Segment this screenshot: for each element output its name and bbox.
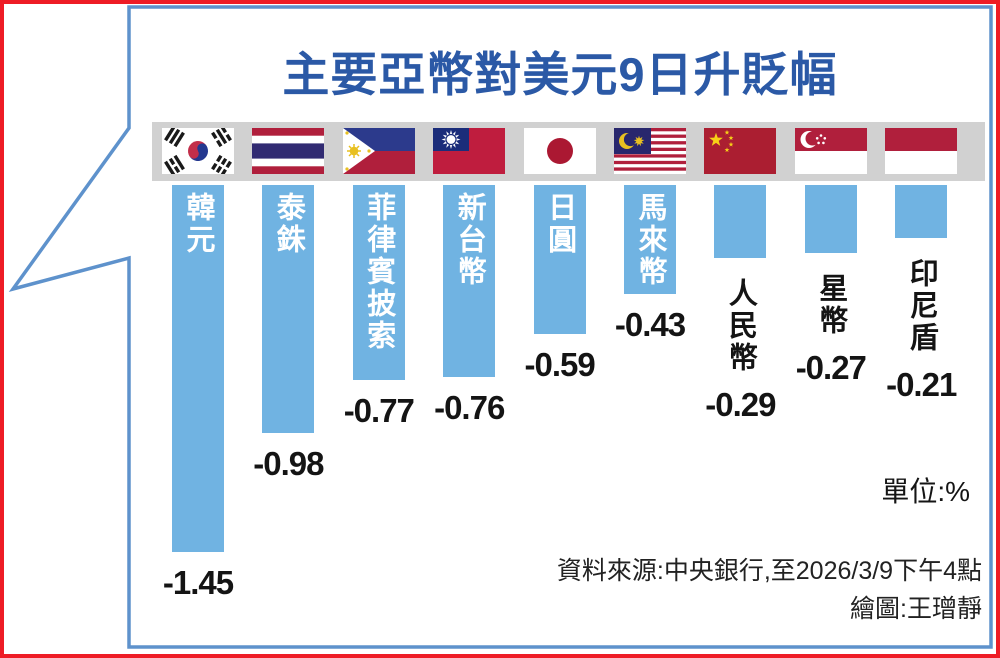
currency-label-3: 菲律賓披索	[362, 192, 395, 352]
indonesia-flag-icon	[885, 128, 958, 174]
currency-label-4: 新台幣	[453, 192, 486, 288]
south-korea-flag-icon	[162, 125, 234, 177]
singapore-flag-icon	[794, 128, 867, 174]
source-line: 資料來源:中央銀行,至2026/3/9下午4點	[556, 557, 982, 585]
value-label-5: -0.59	[524, 346, 595, 383]
taiwan-flag-icon	[433, 128, 506, 174]
currency-label-5: 日圓	[543, 192, 576, 256]
bar-3	[352, 185, 405, 380]
value-label-1: -1.45	[162, 564, 234, 601]
value-label-7: -0.29	[705, 386, 776, 423]
bar-5	[533, 185, 586, 334]
value-label-3: -0.77	[343, 392, 415, 429]
bar-1	[172, 185, 224, 552]
thailand-flag-icon	[252, 128, 325, 174]
value-label-2: -0.98	[253, 445, 324, 482]
chart-title: 主要亞幣對美元9日升貶幅	[282, 48, 838, 101]
bar-9	[895, 185, 948, 238]
currency-label-6: 馬來幣	[634, 192, 666, 288]
china-flag-icon	[704, 128, 777, 174]
currency-label-8: 星幣	[814, 273, 847, 337]
credit-line: 繪圖:王璔靜	[850, 595, 982, 623]
currency-label-2: 泰銖	[272, 192, 305, 256]
bar-6	[624, 185, 676, 294]
bar-8	[804, 185, 857, 253]
value-label-8: -0.27	[795, 349, 867, 386]
currency-label-9: 印尼盾	[905, 258, 938, 354]
unit-label: 單位:%	[881, 476, 970, 507]
currency-label-1: 韓元	[182, 192, 214, 256]
bar-4	[443, 185, 496, 377]
currency-label-7: 人民幣	[724, 278, 757, 374]
bar-2	[262, 185, 315, 433]
bar-7	[714, 185, 767, 258]
philippines-flag-icon	[342, 128, 415, 174]
value-label-9: -0.21	[886, 366, 957, 403]
value-label-4: -0.76	[434, 389, 505, 426]
malaysia-flag-icon	[614, 128, 686, 174]
value-label-6: -0.43	[614, 306, 686, 343]
japan-flag-icon	[523, 128, 596, 174]
